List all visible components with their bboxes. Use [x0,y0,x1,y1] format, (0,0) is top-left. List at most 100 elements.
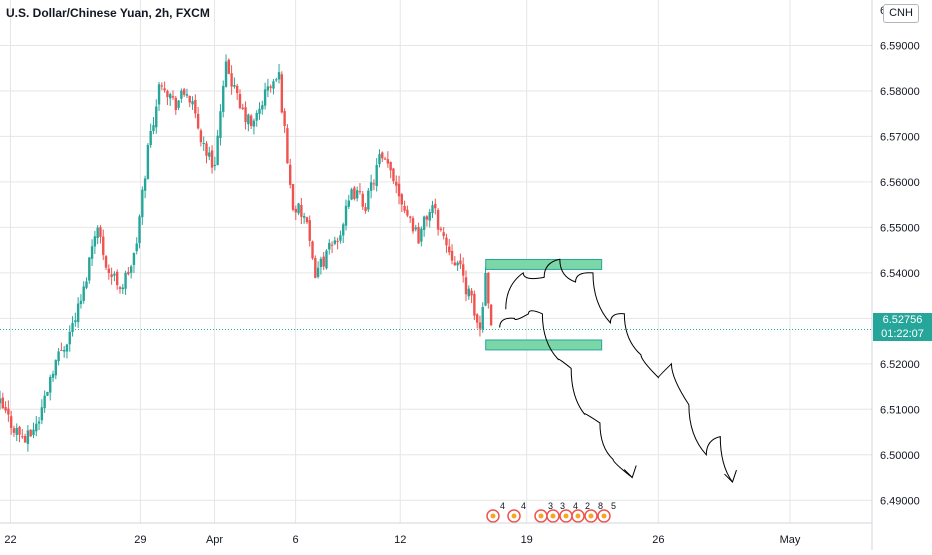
candle-body [124,272,127,289]
candle-body [283,111,286,126]
candle-body [71,322,74,332]
projection-paths [499,258,737,483]
event-marker-dot [601,513,607,519]
candle-body [450,250,454,261]
candle-body [297,203,300,214]
event-marker-count: 3 [560,501,565,511]
candle-body [241,107,244,110]
y-tick-label: 6.59000 [880,40,920,52]
candle-body [300,205,303,217]
candle-body [314,258,317,278]
y-tick-label: 6.54000 [880,268,920,280]
zones [485,259,603,351]
y-axis-labels: 6.59000 6.58000 6.57000 6.56000 6.55000 6.540… [880,5,920,507]
projection-path[interactable] [499,310,633,478]
candle-body [481,307,484,330]
candle-body [275,79,278,81]
candle-body [110,274,113,278]
candle-body [233,85,236,87]
candle-body [325,250,328,269]
candle-body [442,232,445,237]
event-marker-count: 4 [521,501,526,511]
candle-body [93,236,97,247]
y-tick-label: 6.56000 [880,177,920,189]
event-marker-dot [563,513,569,519]
candle-body [448,246,451,253]
candle-body [375,164,378,186]
candle-body [361,193,364,207]
candle-body [389,162,392,171]
candle-body [417,226,420,244]
event-marker-count: 2 [585,501,590,511]
candle-body [88,257,91,281]
candle-body [222,85,225,112]
candle-body [319,258,323,268]
event-marker-dot [490,513,496,519]
candle-body [434,203,437,209]
candle-body [60,349,63,351]
candle-body [113,273,116,276]
candle-body [489,304,493,326]
candle-body [392,168,395,182]
currency-badge[interactable]: CNH [883,4,919,23]
candle-body [15,427,18,435]
candle-body [32,429,35,436]
event-marker-dot [550,513,556,519]
candle-body [353,187,356,200]
y-tick-label: 6.57000 [880,131,920,143]
support-resistance-zone[interactable] [485,339,603,351]
candle-body [286,128,289,164]
support-resistance-zone[interactable] [485,259,603,270]
candle-body [216,135,219,165]
candle-body [127,271,130,275]
candle-body [383,158,387,160]
candle-body [85,281,88,288]
candle-body [333,240,337,244]
candle-body [115,271,119,286]
candle-body [436,209,440,230]
candle-body [453,262,457,266]
chart-title: U.S. Dollar/Chinese Yuan, 2h, FXCM [6,6,210,20]
candle-body [408,216,412,218]
candle-body [62,349,66,352]
candle-body [431,205,434,214]
candle-body [146,145,150,179]
candle-body [420,228,423,242]
candle-body [467,288,470,297]
candle-body [294,208,297,213]
y-tick-label: 6.49000 [880,495,920,507]
event-marker-dot [511,513,517,519]
candle-body [213,164,217,166]
candle-body [439,228,443,230]
candle-body [166,90,169,97]
candle-body [132,252,136,265]
candle-body [199,130,203,143]
event-marker-dot [575,513,581,519]
candle-body [188,96,191,103]
candle-body [372,183,376,185]
x-tick-label: Apr [206,534,223,546]
candle-body [155,106,158,128]
candle-body [339,235,342,241]
candle-body [40,407,44,421]
last-price-tag: 6.52756 01:22:07 [873,313,932,341]
candle-body [9,416,13,428]
candle-body [143,178,147,191]
candle-body [464,277,468,295]
y-tick-label: 6.50000 [880,450,920,462]
candle-body [54,360,58,376]
x-tick-label: 26 [652,534,664,546]
candle-body [194,99,197,114]
candle-body [328,242,331,250]
event-marker-count: 3 [548,501,553,511]
candle-body [169,94,172,99]
candle-body [18,426,21,435]
candle-body [272,81,275,89]
candle-body [138,216,141,244]
projection-path[interactable] [505,258,733,483]
candle-body [174,97,177,110]
candle-body [456,262,459,266]
